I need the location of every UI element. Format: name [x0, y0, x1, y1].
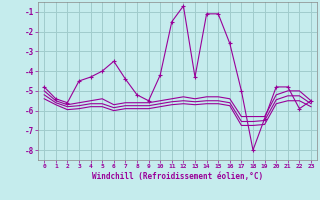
X-axis label: Windchill (Refroidissement éolien,°C): Windchill (Refroidissement éolien,°C) [92, 172, 263, 181]
